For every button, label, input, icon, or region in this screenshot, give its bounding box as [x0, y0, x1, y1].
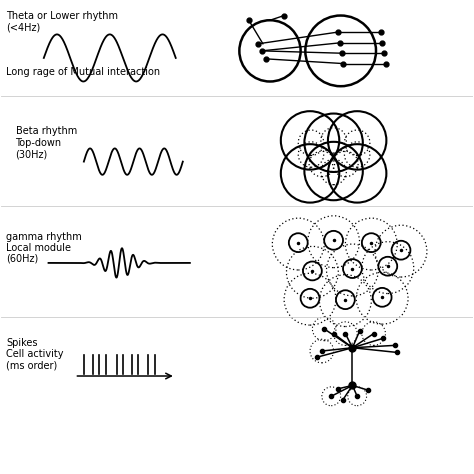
Text: Cell activity: Cell activity — [6, 349, 64, 359]
Text: Theta or Lower rhythm: Theta or Lower rhythm — [6, 11, 118, 21]
Text: (<4Hz): (<4Hz) — [6, 23, 40, 33]
Text: Top-down: Top-down — [16, 138, 62, 148]
Text: (30Hz): (30Hz) — [16, 150, 48, 160]
Text: Long rage of Mutual interaction: Long rage of Mutual interaction — [6, 67, 160, 77]
Text: Beta rhythm: Beta rhythm — [16, 126, 77, 136]
Text: (ms order): (ms order) — [6, 360, 57, 371]
Text: Spikes: Spikes — [6, 338, 37, 348]
Text: (60Hz): (60Hz) — [6, 254, 38, 264]
Text: Local module: Local module — [6, 243, 71, 253]
Text: gamma rhythm: gamma rhythm — [6, 232, 82, 242]
